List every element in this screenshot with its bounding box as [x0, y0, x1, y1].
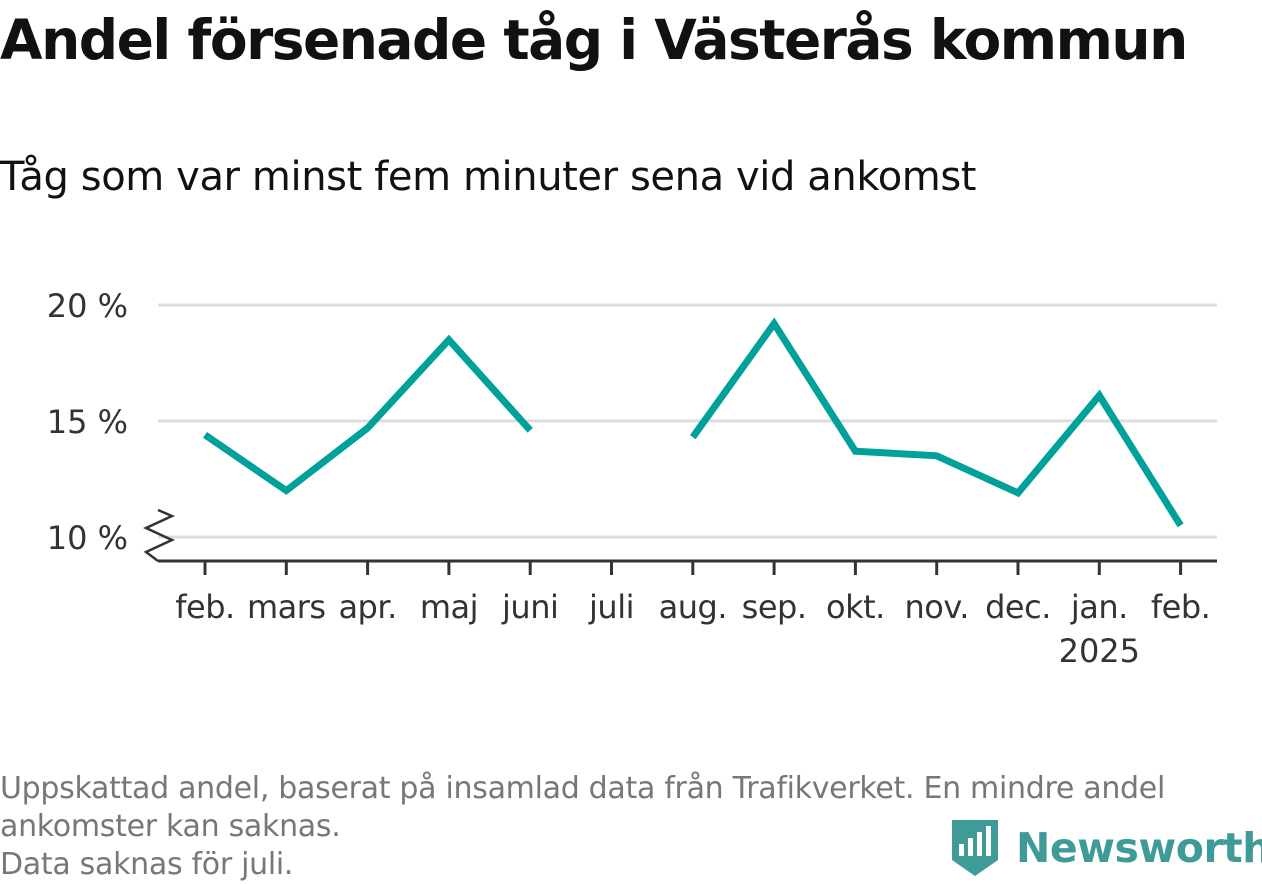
footnote-line: ankomster kan saknas. — [0, 809, 341, 844]
x-tick-label: apr. — [338, 588, 396, 626]
y-tick-label: 15 % — [47, 403, 128, 441]
y-tick-label: 10 % — [47, 519, 128, 557]
footnote: Uppskattad andel, baserat på insamlad da… — [0, 770, 1250, 884]
x-tick-label: dec. — [985, 588, 1051, 626]
x-tick-label: aug. — [659, 588, 727, 626]
newsworthy-logo-icon — [952, 820, 998, 876]
series-line — [203, 317, 1184, 528]
chart-subtitle: Tåg som var minst fem minuter sena vid a… — [0, 154, 977, 200]
newsworthy-logo: Newsworthy — [950, 818, 1262, 878]
x-tick-label: maj — [420, 588, 478, 626]
x-tick-label: sep. — [742, 588, 807, 626]
x-tick-label: jan. — [1070, 588, 1128, 626]
chart-title: Andel försenade tåg i Västerås kommun — [0, 8, 1188, 72]
axis-break-icon — [143, 508, 176, 562]
y-tick-label: 20 % — [47, 287, 128, 325]
x-tick-label: feb. — [1151, 588, 1210, 626]
x-tick-label: okt. — [826, 588, 885, 626]
x-year-label: 2025 — [1059, 632, 1140, 670]
footnote-line: Data saknas för juli. — [0, 847, 294, 882]
x-tick-label: juni — [501, 588, 558, 626]
x-tick-label: nov. — [904, 588, 968, 626]
footnote-line: Uppskattad andel, baserat på insamlad da… — [0, 771, 1165, 806]
x-tick-label: mars — [247, 588, 326, 626]
x-tick-label: feb. — [175, 588, 234, 626]
brand-name: Newsworthy — [1016, 824, 1262, 872]
x-tick-label: juli — [588, 588, 634, 626]
